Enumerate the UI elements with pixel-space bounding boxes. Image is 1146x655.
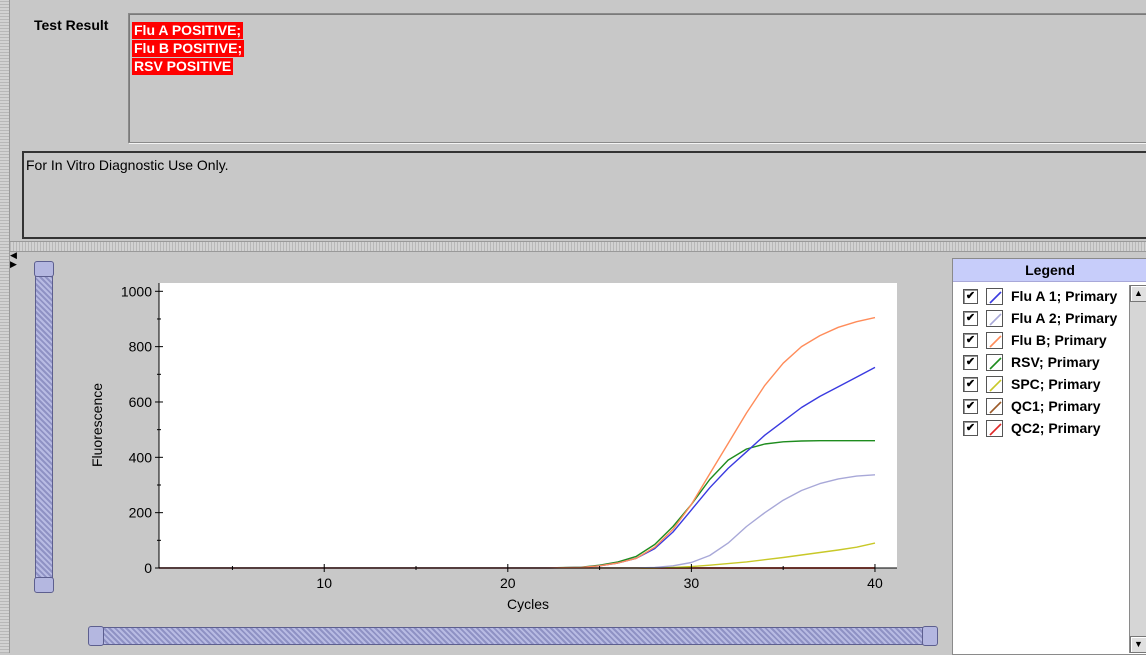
x-tick-label: 10	[316, 575, 332, 591]
legend-checkbox[interactable]: ✔	[963, 332, 978, 348]
horizontal-zoom-slider[interactable]	[88, 626, 938, 646]
scroll-up-icon[interactable]: ▲	[1130, 285, 1146, 302]
y-tick-label: 600	[129, 394, 153, 410]
legend-scrollbar[interactable]: ▲ ▼	[1129, 285, 1146, 653]
legend-checkbox[interactable]: ✔	[963, 398, 978, 414]
legend-item[interactable]: ✔ QC1; Primary	[953, 395, 1129, 417]
legend-color-swatch-icon	[986, 419, 1003, 437]
scroll-down-icon[interactable]: ▼	[1130, 636, 1146, 653]
y-tick-label: 200	[129, 505, 153, 521]
legend-item-label: SPC; Primary	[1011, 376, 1101, 392]
legend-checkbox[interactable]: ✔	[963, 288, 978, 304]
legend-item-label: Flu A 2; Primary	[1011, 310, 1118, 326]
plot-area	[159, 283, 897, 568]
test-result-box: Flu A POSITIVE; Flu B POSITIVE; RSV POSI…	[128, 13, 1146, 143]
left-grip[interactable]	[0, 0, 10, 653]
ivd-note: For In Vitro Diagnostic Use Only.	[26, 157, 229, 173]
legend-color-swatch-icon	[986, 353, 1003, 371]
legend-item[interactable]: ✔ SPC; Primary	[953, 373, 1129, 395]
fluorescence-chart: 0 200 400 600 800 1000 10 20 30 40 Cycles Fluores…	[89, 283, 897, 612]
result-line-rsv: RSV POSITIVE	[132, 58, 234, 75]
notes-box: For In Vitro Diagnostic Use Only.	[22, 151, 1146, 239]
legend-item-label: RSV; Primary	[1011, 354, 1100, 370]
legend-checkbox[interactable]: ✔	[963, 310, 978, 326]
horizontal-slider-left-handle[interactable]	[88, 626, 104, 646]
legend-color-swatch-icon	[986, 287, 1003, 305]
x-tick-label: 40	[867, 575, 883, 591]
legend-checkbox[interactable]: ✔	[963, 420, 978, 436]
legend-list: ✔ Flu A 1; Primary ✔ Flu A 2; Primary ✔ Flu B…	[953, 285, 1129, 439]
y-tick-label: 800	[129, 339, 153, 355]
vertical-slider-bottom-handle[interactable]	[34, 577, 54, 593]
axes-layer: 0 200 400 600 800 1000 10 20 30 40	[121, 283, 897, 591]
legend-item[interactable]: ✔ Flu A 2; Primary	[953, 307, 1129, 329]
legend-item-label: QC1; Primary	[1011, 398, 1101, 414]
test-result-label: Test Result	[34, 17, 109, 33]
vertical-zoom-slider[interactable]	[34, 261, 54, 593]
y-tick-label: 1000	[121, 283, 152, 299]
horizontal-slider-right-handle[interactable]	[922, 626, 938, 646]
x-tick-label: 30	[684, 575, 700, 591]
y-tick-label: 400	[129, 449, 153, 465]
arrow-left-icon[interactable]: ◀	[10, 250, 17, 260]
x-tick-label: 20	[500, 575, 516, 591]
legend-item-label: QC2; Primary	[1011, 420, 1101, 436]
legend-color-swatch-icon	[986, 309, 1003, 327]
legend-title: Legend	[953, 259, 1146, 282]
arrow-right-icon[interactable]: ▶	[10, 259, 17, 269]
legend-color-swatch-icon	[986, 375, 1003, 393]
legend-checkbox[interactable]: ✔	[963, 376, 978, 392]
y-axis-label: Fluorescence	[89, 383, 105, 467]
legend-panel: Legend ✔ Flu A 1; Primary ✔ Flu A 2; Primar…	[952, 258, 1146, 655]
legend-item[interactable]: ✔ QC2; Primary	[953, 417, 1129, 439]
collapse-arrows[interactable]: ◀ ▶	[10, 251, 18, 281]
x-axis-label: Cycles	[507, 596, 549, 612]
legend-item[interactable]: ✔ RSV; Primary	[953, 351, 1129, 373]
legend-item[interactable]: ✔ Flu A 1; Primary	[953, 285, 1129, 307]
legend-checkbox[interactable]: ✔	[963, 354, 978, 370]
result-line-flu-a: Flu A POSITIVE;	[132, 22, 244, 39]
vertical-slider-top-handle[interactable]	[34, 261, 54, 277]
split-divider[interactable]	[10, 241, 1146, 252]
legend-color-swatch-icon	[986, 397, 1003, 415]
legend-item[interactable]: ✔ Flu B; Primary	[953, 329, 1129, 351]
result-section: Test Result Flu A POSITIVE; Flu B POSITI…	[10, 0, 1146, 244]
legend-color-swatch-icon	[986, 331, 1003, 349]
legend-item-label: Flu A 1; Primary	[1011, 288, 1118, 304]
result-line-flu-b: Flu B POSITIVE;	[132, 40, 245, 57]
y-tick-label: 0	[144, 560, 152, 576]
legend-item-label: Flu B; Primary	[1011, 332, 1107, 348]
